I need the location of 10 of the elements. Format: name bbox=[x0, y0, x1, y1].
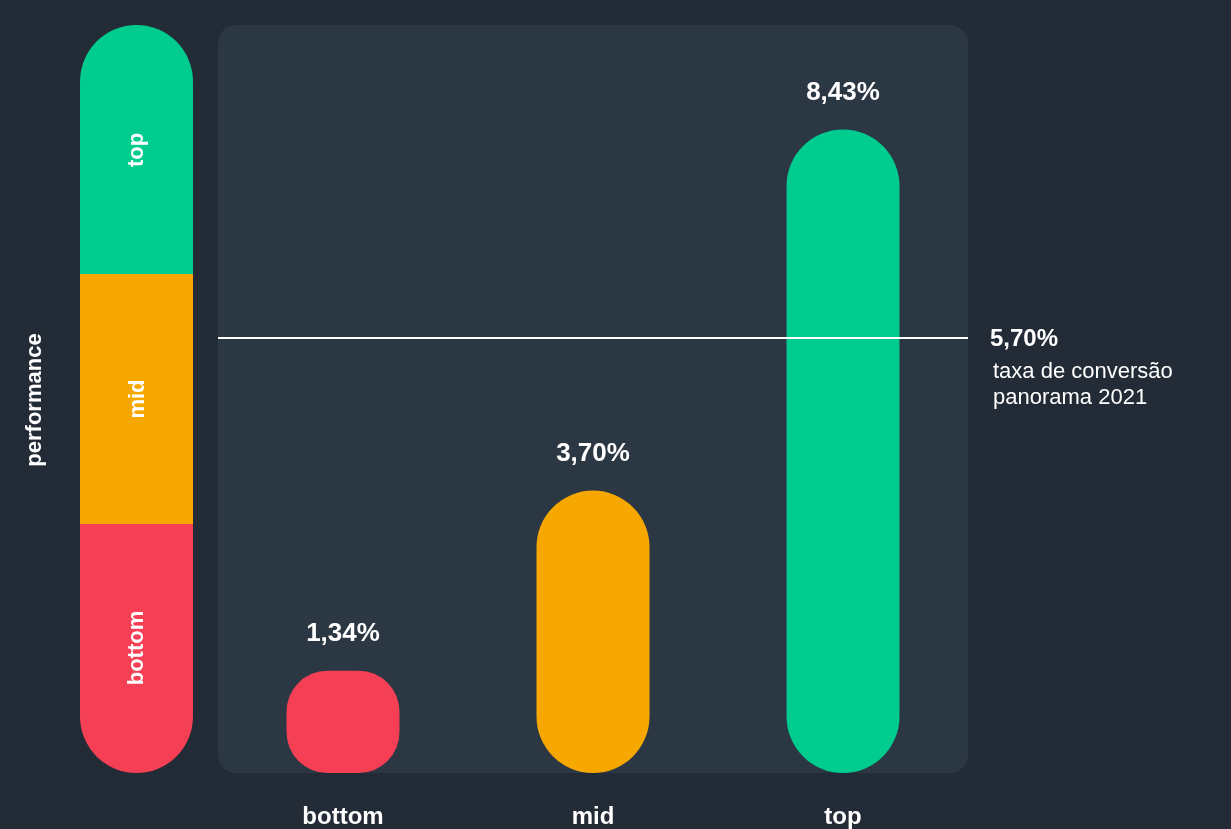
performance-scale: top mid bottom bbox=[80, 25, 193, 773]
x-tick-label: bottom bbox=[302, 801, 384, 829]
text: performance bbox=[21, 333, 47, 467]
ref-line-label: 5,70% bbox=[990, 324, 1059, 352]
data-label: 8,43% bbox=[806, 75, 880, 106]
x-tick-label: mid bbox=[571, 801, 615, 829]
x-tick-label: top bbox=[824, 801, 862, 829]
text: taxa de conversão panorama 2021 bbox=[993, 358, 1179, 410]
data-label: 1,34% bbox=[306, 616, 380, 647]
data-label: 3,70% bbox=[556, 436, 630, 467]
